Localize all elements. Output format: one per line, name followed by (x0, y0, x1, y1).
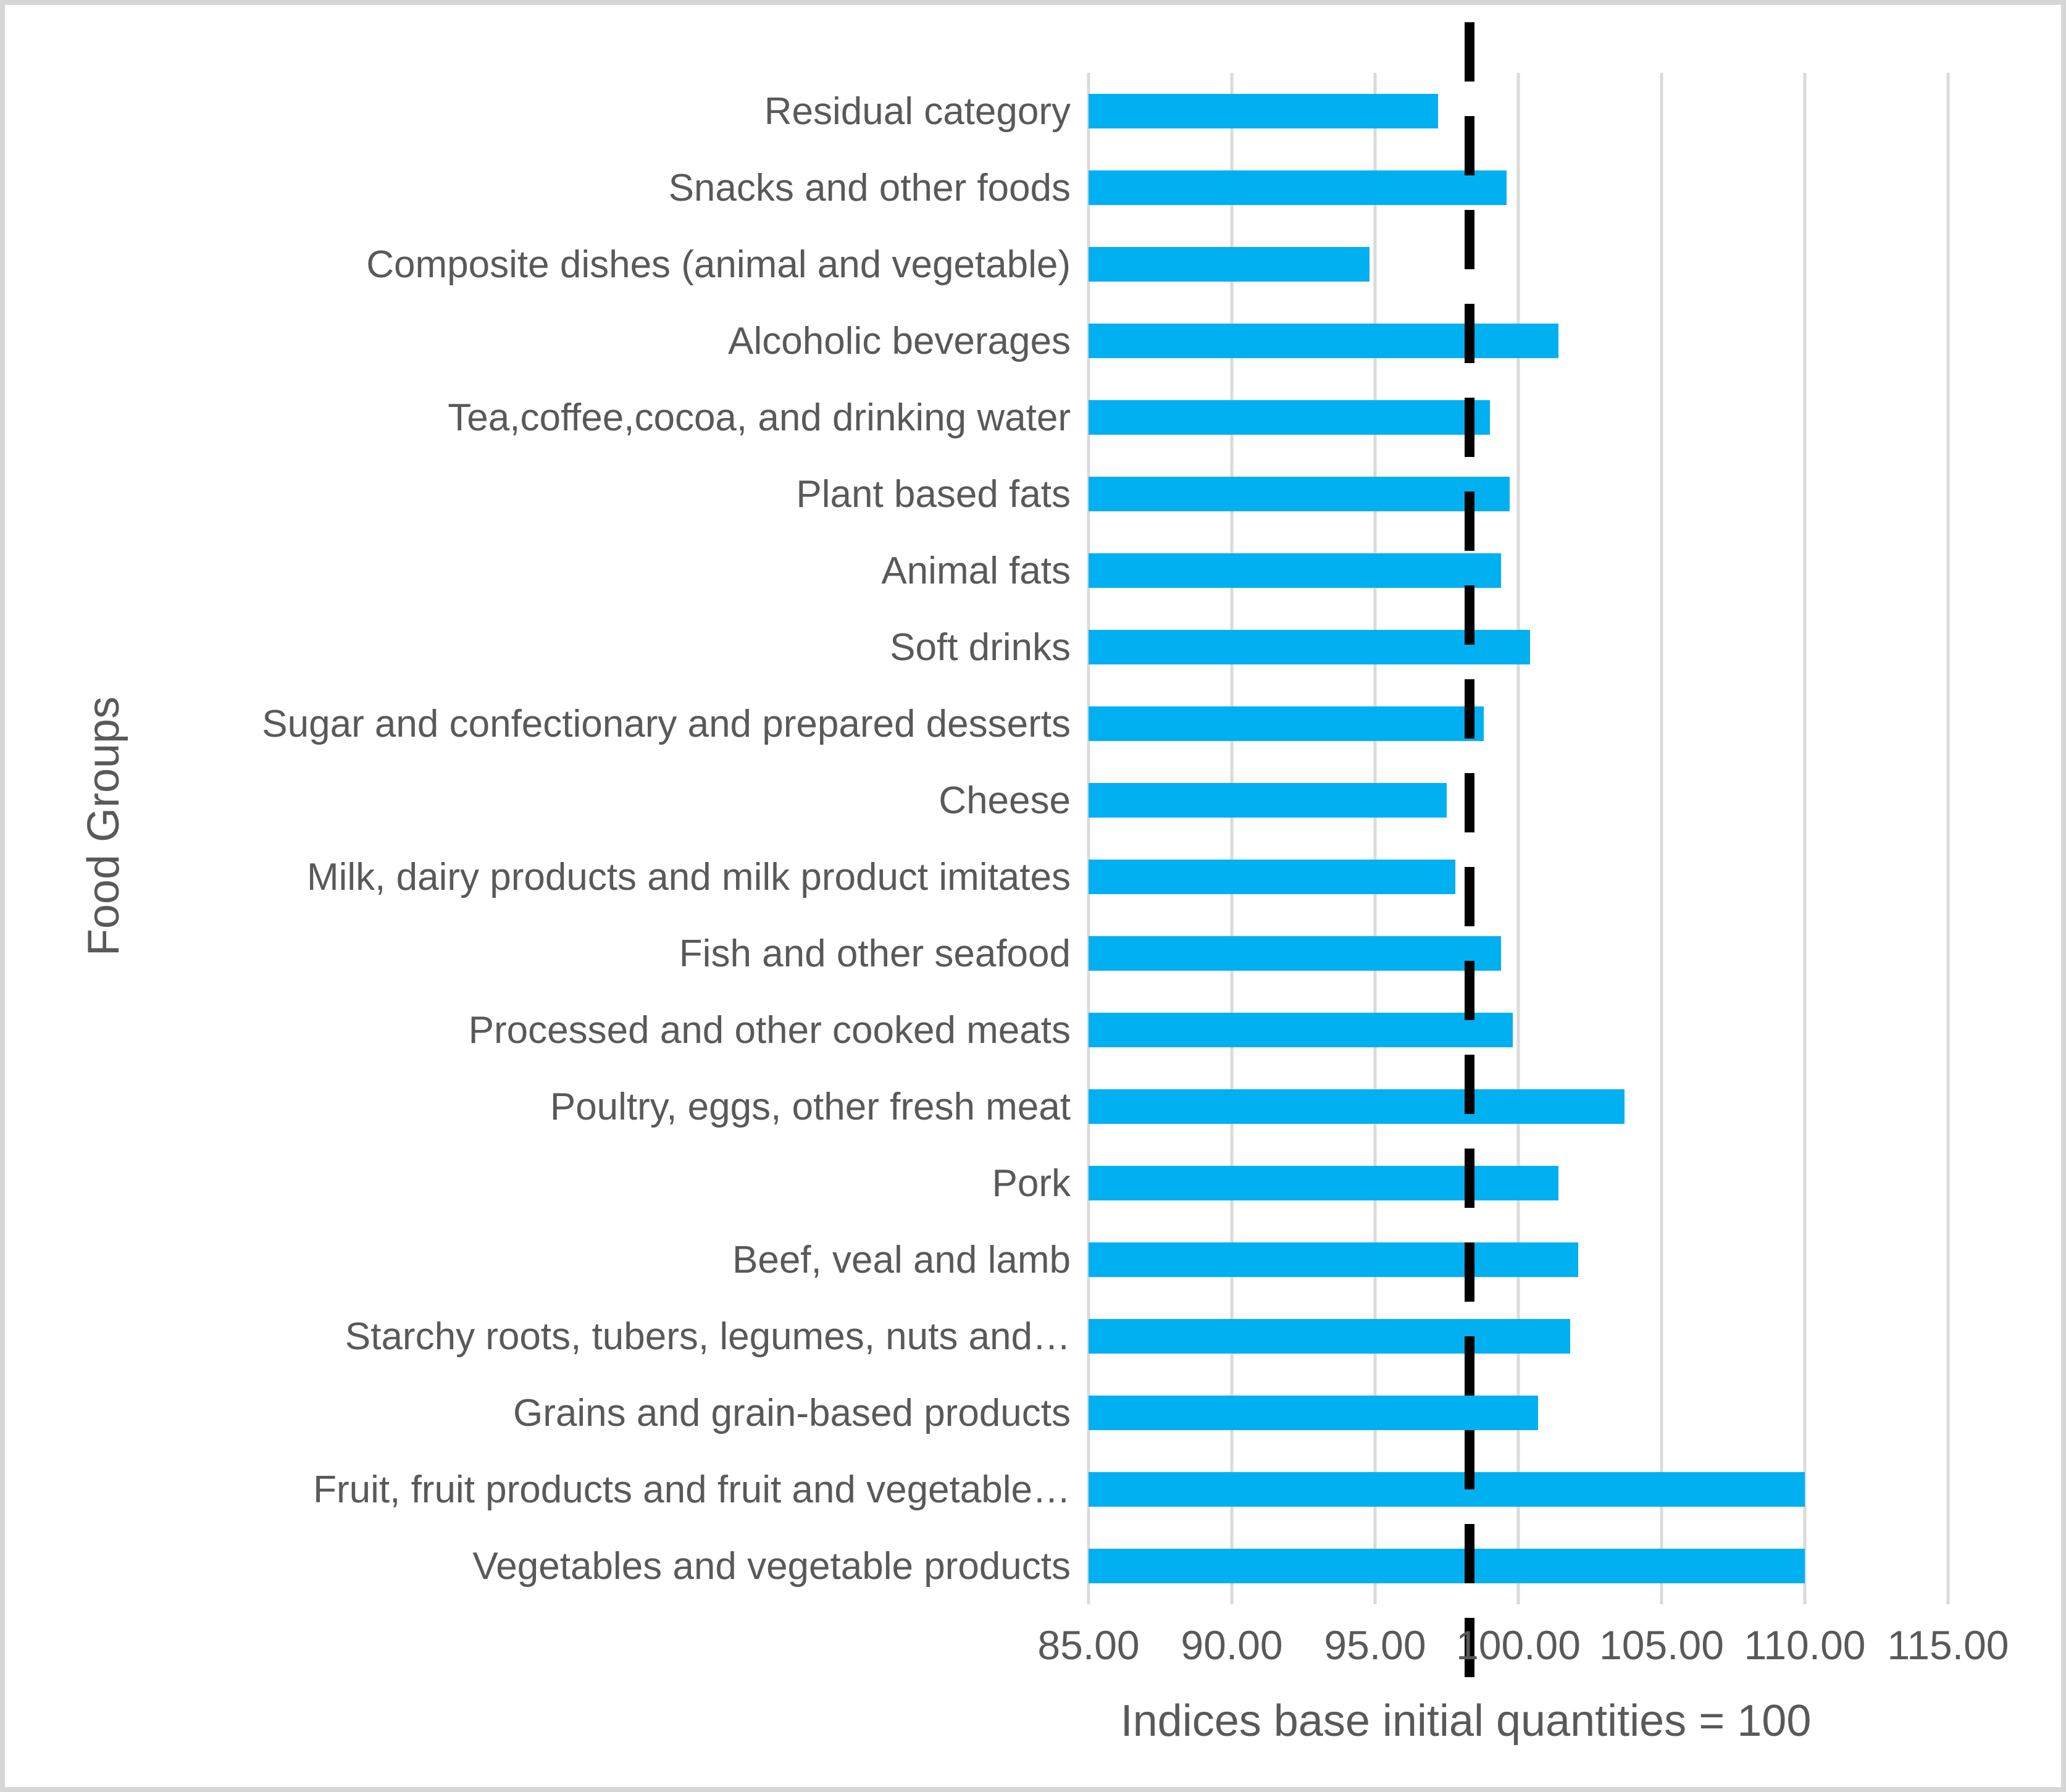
category-label: Sugar and confectionary and prepared des… (262, 702, 1071, 745)
x-tick-label: 100.00 (1456, 1622, 1581, 1668)
x-tick-label: 95.00 (1324, 1622, 1426, 1668)
category-labels: Residual category Snacks and other foods C… (5, 73, 1079, 1604)
category-label: Plant based fats (796, 472, 1071, 516)
category-label: Fish and other seafood (679, 932, 1071, 975)
category-label: Soft drinks (890, 626, 1071, 669)
category-label: Tea,coffee,cocoa, and drinking water (448, 396, 1071, 439)
bar-row (1089, 915, 1948, 992)
bar (1089, 630, 1530, 664)
bar (1089, 783, 1447, 818)
bar (1089, 860, 1455, 894)
x-tick-label: 85.00 (1037, 1622, 1140, 1668)
category-label: Pork (992, 1162, 1071, 1205)
gridline (1373, 73, 1377, 1604)
bar (1089, 324, 1558, 358)
category-label: Processed and other cooked meats (468, 1008, 1071, 1052)
bar (1089, 1013, 1513, 1047)
bar (1089, 400, 1490, 435)
bar (1089, 1242, 1579, 1277)
plot-area (1087, 73, 1950, 1604)
bar (1089, 170, 1507, 205)
bar-row (1089, 992, 1948, 1068)
category-label: Beef, veal and lamb (732, 1238, 1071, 1281)
gridline (1946, 73, 1950, 1604)
category-label: Residual category (764, 90, 1071, 133)
x-tick-label: 110.00 (1744, 1622, 1866, 1668)
x-axis-ticks: 85.00 90.00 95.00 100.00 105.00 110.00 115.00 (1037, 1622, 2009, 1677)
bar-row (1089, 1221, 1948, 1298)
bar (1089, 94, 1439, 128)
bar-row (1089, 839, 1948, 915)
bars-container (1089, 73, 1948, 1604)
bar-row (1089, 762, 1948, 839)
bar-row (1089, 532, 1948, 609)
category-label: Animal fats (881, 549, 1071, 592)
bar (1089, 936, 1502, 971)
category-label: Grains and grain-based products (513, 1391, 1071, 1434)
category-label: Snacks and other foods (668, 166, 1071, 209)
category-label: Starchy roots, tubers, legumes, nuts and… (345, 1315, 1071, 1358)
category-label: Milk, dairy products and milk product im… (306, 855, 1071, 898)
bar-row (1089, 1068, 1948, 1145)
x-tick-label: 105.00 (1599, 1622, 1724, 1668)
gridline (1660, 73, 1663, 1604)
bar (1089, 1166, 1558, 1200)
bar-row (1089, 1375, 1948, 1451)
bar-row (1089, 226, 1948, 303)
bar-row (1089, 303, 1948, 379)
bar (1089, 1472, 1805, 1507)
gridline (1230, 73, 1234, 1604)
bar-row (1089, 73, 1948, 149)
category-label: Poultry, eggs, other fresh meat (550, 1085, 1071, 1128)
x-axis-title: Indices base initial quantities = 100 (1120, 1696, 1812, 1746)
category-label: Cheese (939, 779, 1071, 822)
x-tick-label: 115.00 (1887, 1622, 2009, 1668)
bar (1089, 1396, 1539, 1430)
bar-row (1089, 379, 1948, 456)
category-label: Composite dishes (animal and vegetable) (366, 243, 1071, 286)
gridline (1803, 73, 1807, 1604)
bar (1089, 1549, 1805, 1583)
bar-row (1089, 609, 1948, 685)
bar (1089, 247, 1370, 282)
bar (1089, 1319, 1570, 1354)
bar-row (1089, 1528, 1948, 1604)
gridline (1087, 73, 1090, 1604)
bar-row (1089, 456, 1948, 532)
bar (1089, 706, 1484, 741)
gridline (1516, 73, 1520, 1604)
category-label: Alcoholic beverages (728, 319, 1071, 362)
bar (1089, 1089, 1625, 1124)
bar-row (1089, 1145, 1948, 1221)
x-tick-label: 90.00 (1181, 1622, 1283, 1668)
bar-row (1089, 685, 1948, 762)
bar (1089, 477, 1510, 511)
bar-row (1089, 1298, 1948, 1375)
bar (1089, 553, 1502, 588)
bar-row (1089, 1451, 1948, 1528)
bar-row (1089, 149, 1948, 226)
category-label: Vegetables and vegetable products (472, 1544, 1071, 1588)
category-label: Fruit, fruit products and fruit and vege… (313, 1468, 1071, 1511)
